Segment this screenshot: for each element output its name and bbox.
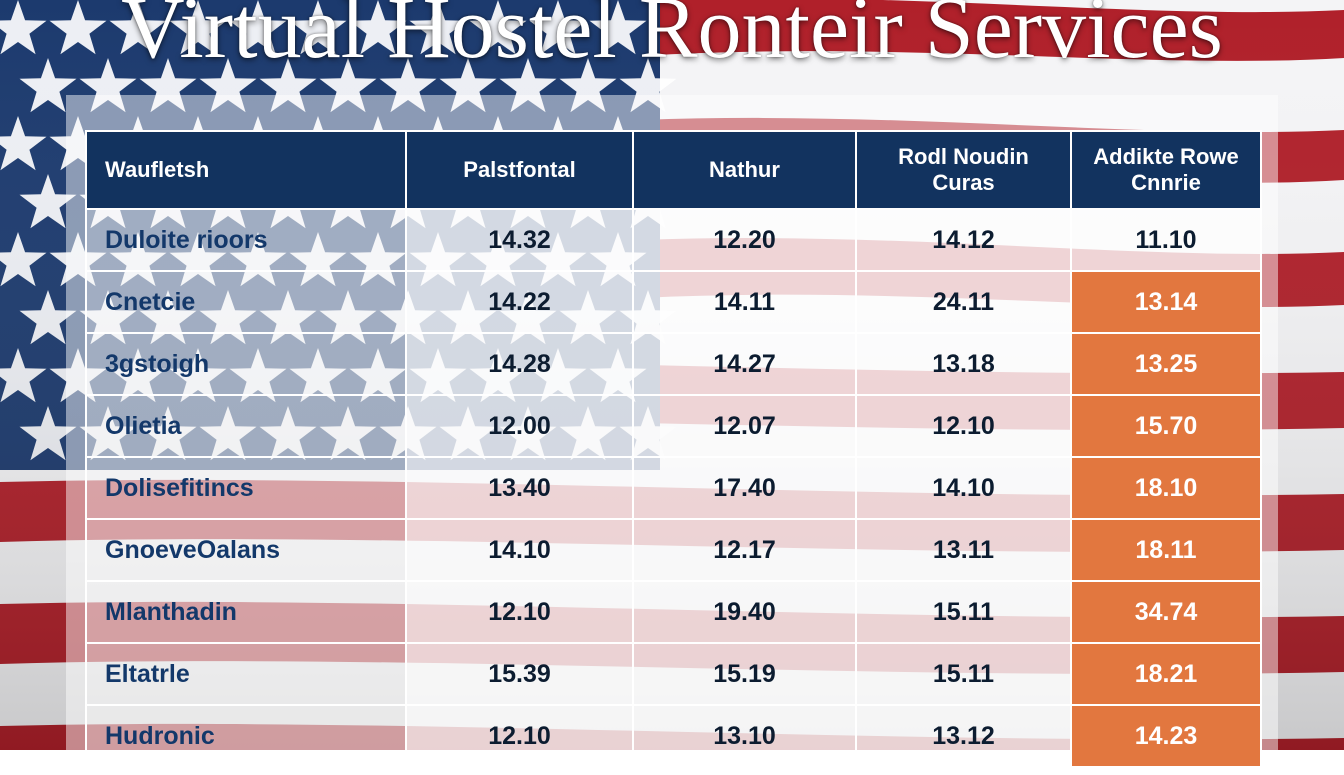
table-cell: 15.11 [855, 580, 1072, 644]
table-cell: 14.10 [855, 456, 1072, 520]
services-table: Waufletsh Palstfontal Nathur Rodl Noudin Cu… [85, 130, 1262, 768]
highlighted-cell: 18.21 [1070, 642, 1262, 706]
table-row: Duloite rioors 14.32 12.20 14.12 11.10 [85, 208, 1262, 272]
row-label: Hudronic [85, 704, 407, 768]
column-header: Waufletsh [85, 130, 407, 210]
highlighted-cell: 15.70 [1070, 394, 1262, 458]
table-row: Eltatrle 15.39 15.19 15.11 18.21 [85, 642, 1262, 706]
column-header: Nathur [632, 130, 857, 210]
table-row: GnoeveOalans 14.10 12.17 13.11 18.11 [85, 518, 1262, 582]
table-row: Cnetcie 14.22 14.11 24.11 13.14 [85, 270, 1262, 334]
table-row: Hudronic 12.10 13.10 13.12 14.23 [85, 704, 1262, 768]
table-row: 3gstoigh 14.28 14.27 13.18 13.25 [85, 332, 1262, 396]
table-cell: 14.10 [405, 518, 634, 582]
row-label: Mlanthadin [85, 580, 407, 644]
table-cell: 13.10 [632, 704, 857, 768]
table-row: Mlanthadin 12.10 19.40 15.11 34.74 [85, 580, 1262, 644]
row-label: Duloite rioors [85, 208, 407, 272]
header-row: Waufletsh Palstfontal Nathur Rodl Noudin Cu… [85, 130, 1262, 210]
column-header: Palstfontal [405, 130, 634, 210]
table-cell: 14.27 [632, 332, 857, 396]
table-cell: 12.10 [855, 394, 1072, 458]
row-label: Dolisefitincs [85, 456, 407, 520]
table-cell: 12.17 [632, 518, 857, 582]
highlighted-cell: 13.25 [1070, 332, 1262, 396]
table-cell: 14.22 [405, 270, 634, 334]
table-cell: 13.12 [855, 704, 1072, 768]
table-cell: 14.11 [632, 270, 857, 334]
table-cell: 12.07 [632, 394, 857, 458]
row-label: Cnetcie [85, 270, 407, 334]
row-label: Eltatrle [85, 642, 407, 706]
table-cell: 12.00 [405, 394, 634, 458]
highlighted-cell: 18.11 [1070, 518, 1262, 582]
row-label: 3gstoigh [85, 332, 407, 396]
table-cell: 13.11 [855, 518, 1072, 582]
table-cell: 12.20 [632, 208, 857, 272]
row-label: GnoeveOalans [85, 518, 407, 582]
table-cell: 12.10 [405, 704, 634, 768]
table-body: Duloite rioors 14.32 12.20 14.12 11.10 Cnetci… [85, 208, 1262, 768]
table-row: Olietia 12.00 12.07 12.10 15.70 [85, 394, 1262, 458]
table-row: Dolisefitincs 13.40 17.40 14.10 18.10 [85, 456, 1262, 520]
table-cell: 13.40 [405, 456, 634, 520]
table-cell: 15.11 [855, 642, 1072, 706]
page-title: Virtual Hostel Ronteir Services [121, 0, 1223, 77]
table-cell: 14.28 [405, 332, 634, 396]
table-cell: 13.18 [855, 332, 1072, 396]
highlighted-cell: 14.23 [1070, 704, 1262, 768]
table-cell: 15.39 [405, 642, 634, 706]
highlighted-cell: 18.10 [1070, 456, 1262, 520]
column-header: Rodl Noudin Curas [855, 130, 1072, 210]
column-header: Addikte Rowe Cnnrie [1070, 130, 1262, 210]
table-cell: 14.32 [405, 208, 634, 272]
highlighted-cell: 13.14 [1070, 270, 1262, 334]
table-cell: 14.12 [855, 208, 1072, 272]
table-cell: 11.10 [1070, 208, 1262, 272]
table-cell: 24.11 [855, 270, 1072, 334]
table-cell: 12.10 [405, 580, 634, 644]
highlighted-cell: 34.74 [1070, 580, 1262, 644]
table-cell: 17.40 [632, 456, 857, 520]
row-label: Olietia [85, 394, 407, 458]
table-cell: 15.19 [632, 642, 857, 706]
table-cell: 19.40 [632, 580, 857, 644]
